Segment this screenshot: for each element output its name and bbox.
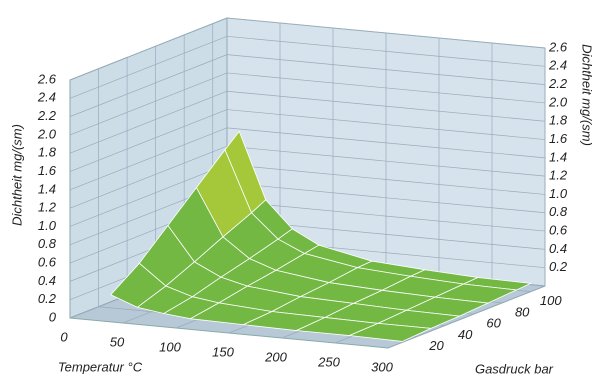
z-tick-label: 0.8 (38, 236, 57, 251)
grid-line (69, 54, 228, 117)
grid-line (69, 17, 228, 81)
grid-line (69, 35, 228, 99)
x-tick-label: 50 (110, 334, 125, 349)
grid-line (69, 164, 228, 227)
z-tick-label: 1.0 (38, 218, 57, 233)
z2-tick-label: 2.2 (548, 76, 568, 91)
z-tick-label: 2.2 (37, 108, 57, 123)
z-tick-label: 2.0 (37, 126, 57, 141)
y-tick-label: 80 (515, 304, 530, 319)
z2-tick-label: 0.2 (549, 259, 568, 274)
z2-tick-label: 0.8 (549, 204, 568, 219)
z-tick-label: 2.6 (37, 71, 57, 86)
y-tick-label: 20 (428, 338, 444, 353)
z2-tick-label: 0.6 (549, 223, 568, 238)
x-tick-label: 300 (371, 359, 393, 374)
x-tick-label: 250 (317, 354, 340, 369)
x-axis-title: Temperatur °C (58, 359, 143, 374)
z-tick-label: 0 (49, 309, 57, 324)
z2-tick-label: 1.4 (549, 149, 567, 164)
z-tick-label: 0.2 (38, 291, 57, 306)
y-tick-label: 40 (458, 327, 473, 342)
x-tick-label: 0 (60, 329, 68, 344)
grid-line (69, 127, 228, 191)
x-tick-label: 150 (212, 344, 234, 359)
y-tick-label: 60 (486, 316, 501, 331)
z-tick-label: 2.4 (37, 90, 56, 105)
z-tick-label: 0.4 (38, 273, 56, 288)
z-tick-label: 1.8 (38, 145, 57, 160)
z-tick-label: 1.4 (38, 181, 56, 196)
z-axis-title: Dichtheit mg/(sm) (9, 124, 24, 226)
z2-tick-label: 0.4 (549, 241, 567, 256)
grid-line (69, 109, 228, 172)
grid-line (69, 90, 228, 154)
x-tick-label: 100 (159, 339, 181, 354)
z2-tick-label: 2.6 (548, 39, 568, 54)
z2-tick-label: 2.0 (548, 94, 568, 109)
y-tick-label: 100 (540, 293, 562, 308)
z-tick-label: 0.6 (38, 255, 57, 270)
grid-line (69, 72, 228, 136)
z2-tick-label: 2.4 (548, 58, 567, 73)
surface-cell (110, 262, 167, 308)
z2-tick-label: 1.0 (549, 186, 568, 201)
grid-line (69, 145, 228, 209)
x-tick-label: 200 (264, 349, 287, 364)
grid-line (387, 285, 546, 349)
z2-tick-label: 1.2 (549, 168, 568, 183)
z2-axis-title: Dichtheit mg/(sm) (580, 44, 595, 146)
z-tick-label: 1.6 (38, 163, 57, 178)
z2-tick-label: 1.6 (549, 131, 568, 146)
y-axis-title: Gasdruck bar (475, 361, 554, 376)
z-tick-label: 1.2 (38, 200, 57, 215)
z2-tick-label: 1.8 (549, 113, 568, 128)
